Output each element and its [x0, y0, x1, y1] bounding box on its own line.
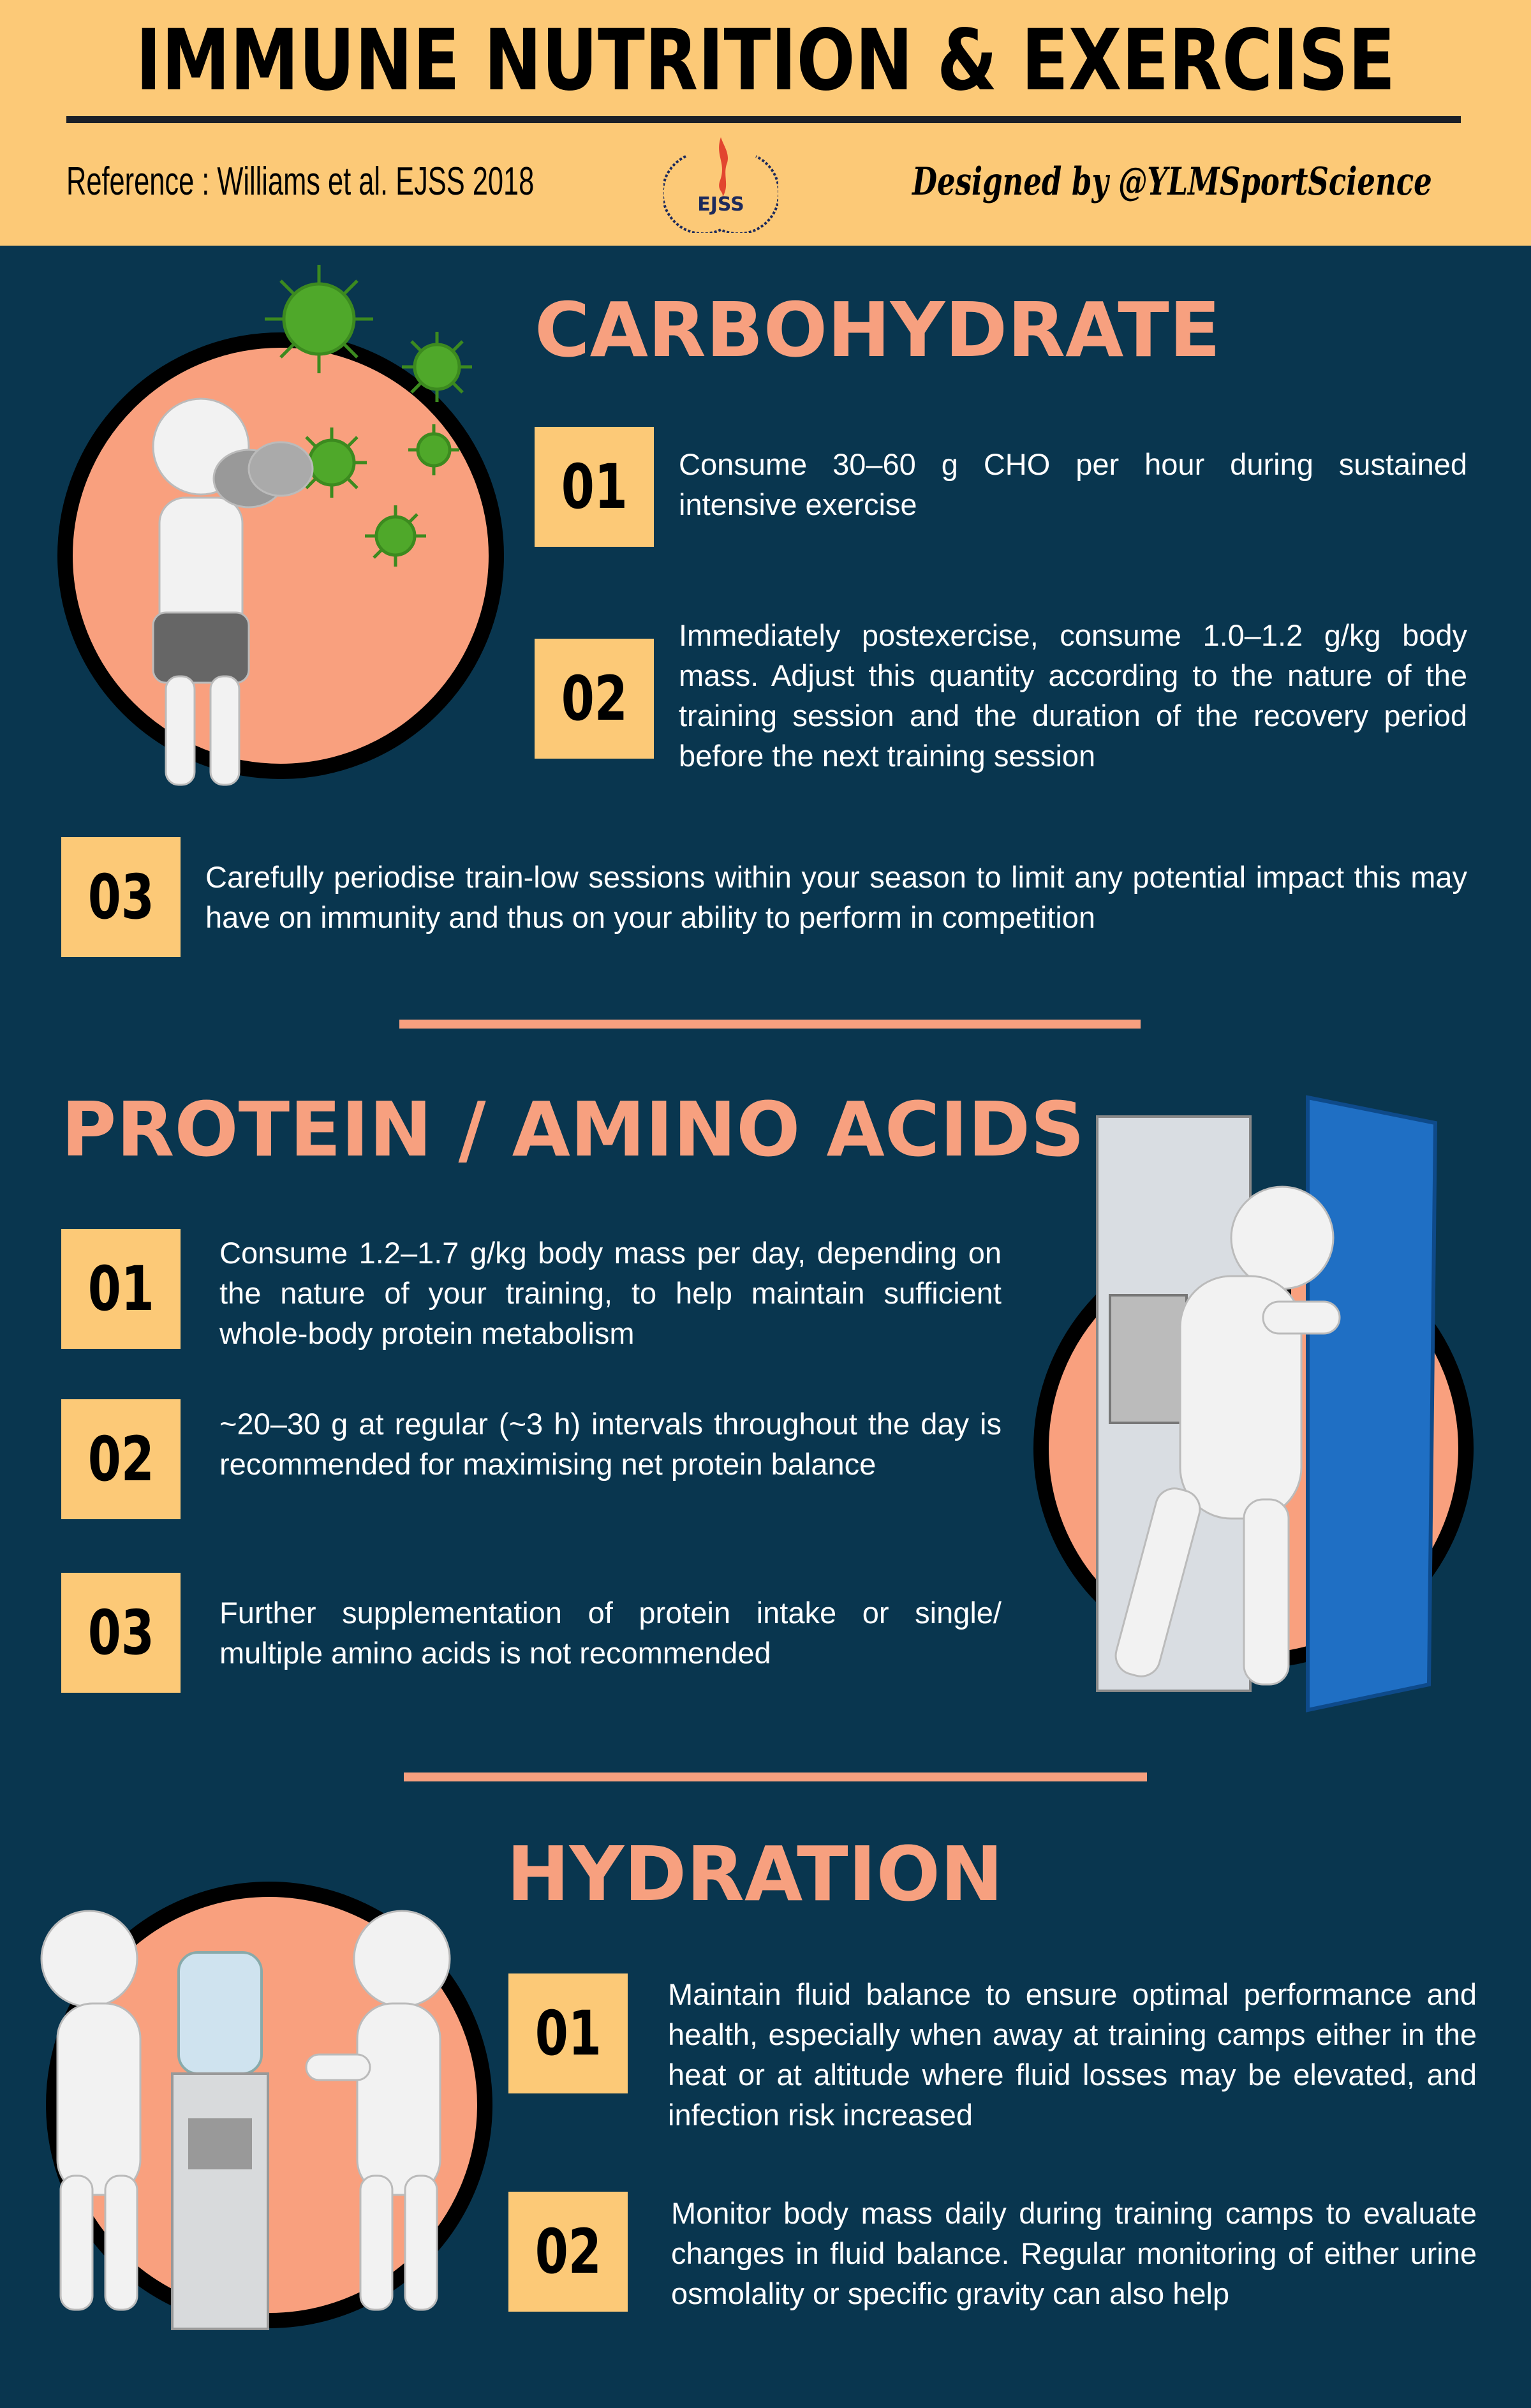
title-underline	[66, 116, 1461, 123]
fridge-illustration	[1096, 1095, 1438, 1713]
protein-tip-1: Consume 1.2–1.7 g/kg body mass per day, …	[219, 1236, 1002, 1350]
carbohydrate-tip-3: Carefully periodise train-low sessions w…	[205, 860, 1467, 934]
section-heading-hydration: HYDRATION	[507, 1830, 1003, 1918]
hydration-tip-1: Maintain fluid balance to ensure optimal…	[668, 1977, 1477, 2132]
person-figure-icon	[40, 1910, 451, 2311]
ejss-logo: EJSS	[663, 137, 778, 233]
boxer-virus-illustration	[152, 265, 472, 786]
protein-tip-3: Further supplementation of protein intak…	[219, 1596, 1002, 1670]
number-badge: 03	[61, 837, 181, 957]
hydration-tip-2: Monitor body mass daily during training …	[671, 2196, 1477, 2310]
section-heading-carbohydrate: CARBOHYDRATE	[535, 286, 1221, 374]
number-badge: 02	[508, 2192, 628, 2312]
number-label: 01	[561, 451, 628, 523]
carbohydrate-tip-1: Consume 30–60 g CHO per hour during sust…	[679, 447, 1467, 521]
number-label: 01	[535, 1998, 602, 2069]
section-divider	[399, 1020, 1141, 1029]
number-label: 02	[87, 1423, 154, 1495]
reference-text: Reference : Williams et al. EJSS 2018	[66, 160, 535, 204]
logo-text: EJSS	[697, 193, 744, 216]
number-label: 01	[87, 1253, 154, 1325]
water-cooler-illustration	[40, 1910, 451, 2330]
number-badge: 03	[61, 1573, 181, 1693]
page-title: IMMUNE NUTRITION & EXERCISE	[135, 11, 1396, 110]
number-label: 03	[87, 1597, 154, 1669]
person-figure-icon	[1114, 1185, 1341, 1686]
boxer-figure-icon	[152, 398, 314, 786]
number-badge: 01	[61, 1229, 181, 1349]
virus-icon	[265, 265, 472, 567]
number-badge: 02	[535, 639, 654, 759]
designed-by-credit: Designed by @YLMSportScience	[912, 160, 1432, 204]
number-label: 02	[535, 2216, 602, 2287]
section-heading-protein: PROTEIN / AMINO ACIDS	[61, 1085, 1085, 1173]
carbohydrate-tip-2: Immediately postexercise, consume 1.0–1.…	[679, 618, 1467, 773]
number-badge: 01	[508, 1973, 628, 2093]
protein-tip-2: ~20–30 g at regular (~3 h) intervals thr…	[219, 1407, 1002, 1481]
number-label: 03	[87, 861, 154, 933]
section-divider	[404, 1773, 1147, 1781]
number-label: 02	[561, 663, 628, 734]
number-badge: 02	[61, 1399, 181, 1519]
number-badge: 01	[535, 427, 654, 547]
water-cooler-icon	[171, 1951, 269, 2330]
